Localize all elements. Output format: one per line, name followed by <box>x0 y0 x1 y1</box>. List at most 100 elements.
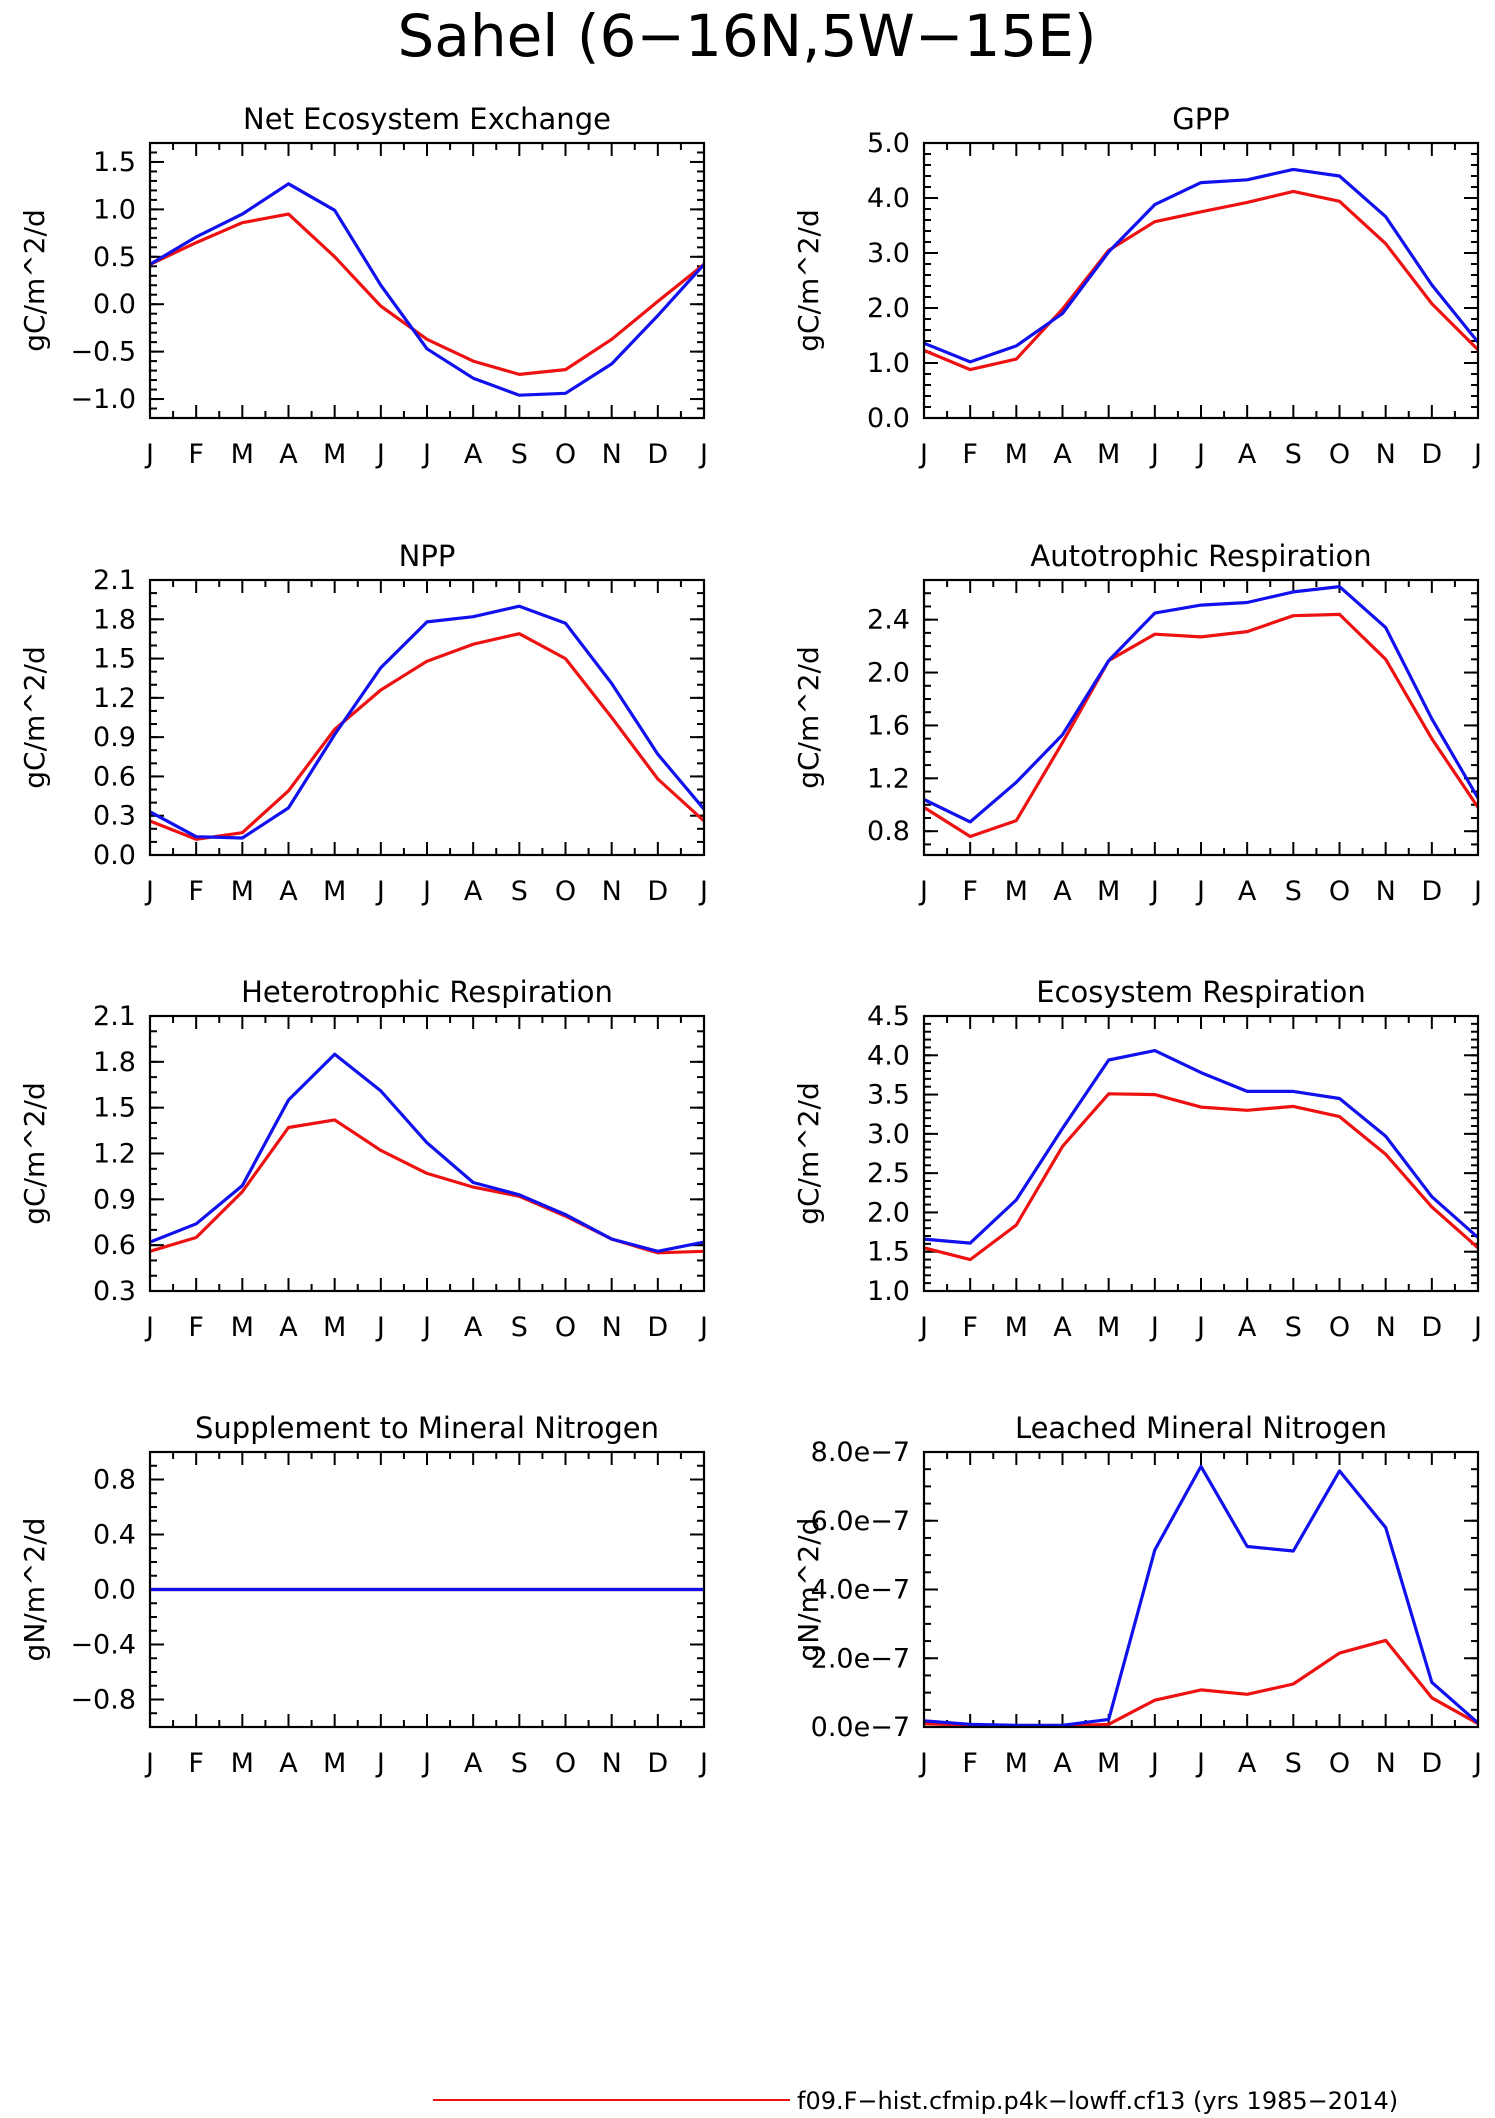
y-tick-label: 2.0 <box>867 1197 910 1228</box>
x-tick-label: N <box>1376 876 1396 907</box>
y-tick-label: 1.5 <box>867 1237 910 1268</box>
y-tick-label: 3.0 <box>867 238 910 269</box>
x-tick-label: O <box>1329 1312 1350 1343</box>
y-tick-label: 0.5 <box>93 242 136 273</box>
y-tick-label: 1.8 <box>93 1047 136 1078</box>
x-tick-label: M <box>323 876 346 907</box>
x-tick-label: J <box>698 876 708 907</box>
plot-frame <box>148 141 706 420</box>
y-axis-label: gC/m^2/d <box>792 209 825 352</box>
series-line-red <box>149 212 706 376</box>
x-tick-label: J <box>918 1312 928 1343</box>
y-axis-label: gC/m^2/d <box>18 1082 51 1225</box>
x-tick-label: M <box>231 1748 254 1779</box>
plot-frame <box>148 1450 706 1729</box>
y-tick-label: 2.0e−7 <box>811 1643 910 1674</box>
x-tick-label: N <box>1376 439 1396 470</box>
panel-title: GPP <box>1172 102 1229 136</box>
x-tick-label: J <box>698 1312 708 1343</box>
x-tick-label: J <box>1195 439 1205 470</box>
y-tick-label: 4.0 <box>867 183 910 214</box>
x-tick-label: D <box>647 1748 668 1779</box>
x-tick-label: J <box>1472 1312 1482 1343</box>
x-tick-label: J <box>375 1312 385 1343</box>
x-tick-label: A <box>1238 1748 1257 1779</box>
y-tick-label: 1.2 <box>93 683 136 714</box>
panel-title: Leached Mineral Nitrogen <box>1015 1411 1387 1445</box>
x-tick-label: D <box>1421 439 1442 470</box>
x-tick-label: D <box>1421 1748 1442 1779</box>
y-tick-label: 0.0e−7 <box>811 1712 910 1743</box>
x-tick-label: J <box>144 1748 154 1779</box>
x-tick-label: S <box>1285 1748 1302 1779</box>
x-tick-label: J <box>144 1312 154 1343</box>
x-tick-label: J <box>144 439 154 470</box>
panel-title: Ecosystem Respiration <box>1036 975 1366 1009</box>
y-axis-label: gN/m^2/d <box>792 1518 825 1662</box>
y-tick-label: −0.5 <box>70 337 136 368</box>
x-tick-label: J <box>375 1748 385 1779</box>
plot-frame <box>148 578 706 857</box>
x-tick-label: M <box>231 876 254 907</box>
x-tick-label: O <box>555 1748 576 1779</box>
y-tick-label: 4.0 <box>867 1040 910 1071</box>
x-tick-label: J <box>375 439 385 470</box>
x-tick-label: J <box>421 439 431 470</box>
x-tick-label: A <box>1053 876 1072 907</box>
y-tick-label: 8.0e−7 <box>811 1437 910 1468</box>
x-tick-label: M <box>231 1312 254 1343</box>
x-tick-label: M <box>231 439 254 470</box>
figure-title: Sahel (6−16N,5W−15E) <box>397 2 1096 70</box>
y-axis-label: gC/m^2/d <box>18 646 51 789</box>
y-tick-label: 2.1 <box>93 1001 136 1032</box>
x-tick-label: O <box>1329 1748 1350 1779</box>
panel-title: Supplement to Mineral Nitrogen <box>195 1411 659 1445</box>
plot-frame <box>922 578 1480 857</box>
legend-label: f09.F−hist.cfmip.p4k−lowff.cf13 (yrs 198… <box>797 2087 1398 2115</box>
y-tick-label: 1.2 <box>867 763 910 794</box>
x-tick-label: A <box>279 1748 298 1779</box>
series-line-blue <box>923 1048 1480 1245</box>
x-tick-label: J <box>1195 1312 1205 1343</box>
y-tick-label: 0.3 <box>93 801 136 832</box>
x-tick-label: S <box>1285 876 1302 907</box>
x-tick-label: J <box>1195 876 1205 907</box>
x-tick-label: F <box>188 876 204 907</box>
x-tick-label: N <box>602 876 622 907</box>
x-tick-label: M <box>1097 439 1120 470</box>
x-tick-label: J <box>1195 1748 1205 1779</box>
x-tick-label: J <box>918 1748 928 1779</box>
panel-title: Net Ecosystem Exchange <box>243 102 611 136</box>
x-tick-label: J <box>1149 1748 1159 1779</box>
x-tick-label: S <box>511 439 528 470</box>
x-tick-label: D <box>647 876 668 907</box>
x-tick-label: S <box>1285 1312 1302 1343</box>
series-line-red <box>923 189 1480 372</box>
series-line-red <box>923 1092 1480 1262</box>
y-tick-label: 1.0 <box>867 348 910 379</box>
x-tick-label: N <box>602 1312 622 1343</box>
plot-frame <box>922 1014 1480 1293</box>
x-tick-label: J <box>698 439 708 470</box>
x-tick-label: J <box>1149 1312 1159 1343</box>
y-tick-label: 0.8 <box>93 1465 136 1496</box>
y-tick-label: −0.8 <box>70 1685 136 1716</box>
y-tick-label: 1.6 <box>867 710 910 741</box>
x-tick-label: M <box>323 439 346 470</box>
y-axis-label: gC/m^2/d <box>18 209 51 352</box>
x-tick-label: F <box>962 876 978 907</box>
y-tick-label: 0.8 <box>867 816 910 847</box>
y-tick-label: 2.0 <box>867 658 910 689</box>
x-tick-label: D <box>647 1312 668 1343</box>
x-tick-label: A <box>464 439 483 470</box>
series-line-blue <box>149 604 706 840</box>
series-line-blue <box>149 182 706 397</box>
x-tick-label: J <box>1149 876 1159 907</box>
x-tick-label: F <box>962 1312 978 1343</box>
y-tick-label: 2.0 <box>867 293 910 324</box>
x-tick-label: N <box>602 439 622 470</box>
x-tick-label: N <box>602 1748 622 1779</box>
